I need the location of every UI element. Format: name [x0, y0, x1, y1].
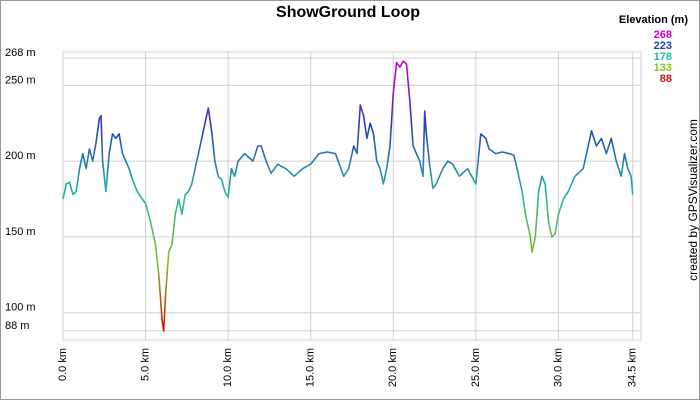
y-tick-label: 250 m	[5, 74, 36, 86]
legend-label: 178	[654, 51, 672, 63]
y-tick-label: 268 m	[5, 47, 36, 59]
legend-title: Elevation (m)	[619, 14, 688, 26]
y-tick-label: 200 m	[5, 150, 36, 162]
legend-label: 133	[654, 62, 672, 74]
credit: created by GPSVisualizer.com	[686, 119, 700, 281]
x-tick-label: 0.0 km	[57, 348, 69, 381]
legend-label: 223	[654, 40, 672, 52]
chart-title: ShowGround Loop	[276, 4, 420, 21]
x-tick-label: 25.0 km	[470, 348, 482, 387]
y-tick-label: 88 m	[5, 320, 29, 332]
plot-area	[62, 51, 642, 341]
x-tick-label: 10.0 km	[222, 348, 234, 387]
x-tick-label: 15.0 km	[305, 348, 317, 387]
elevation-line	[62, 60, 634, 332]
x-tick-label: 5.0 km	[139, 348, 151, 381]
x-tick-label: 20.0 km	[387, 348, 399, 387]
x-tick-label: 30.0 km	[552, 348, 564, 387]
x-tick-label: 34.5 km	[627, 348, 639, 387]
y-tick-label: 150 m	[5, 226, 36, 238]
legend-label: 268	[654, 29, 672, 41]
legend-label: 88	[660, 73, 672, 85]
y-tick-label: 100 m	[5, 302, 36, 314]
